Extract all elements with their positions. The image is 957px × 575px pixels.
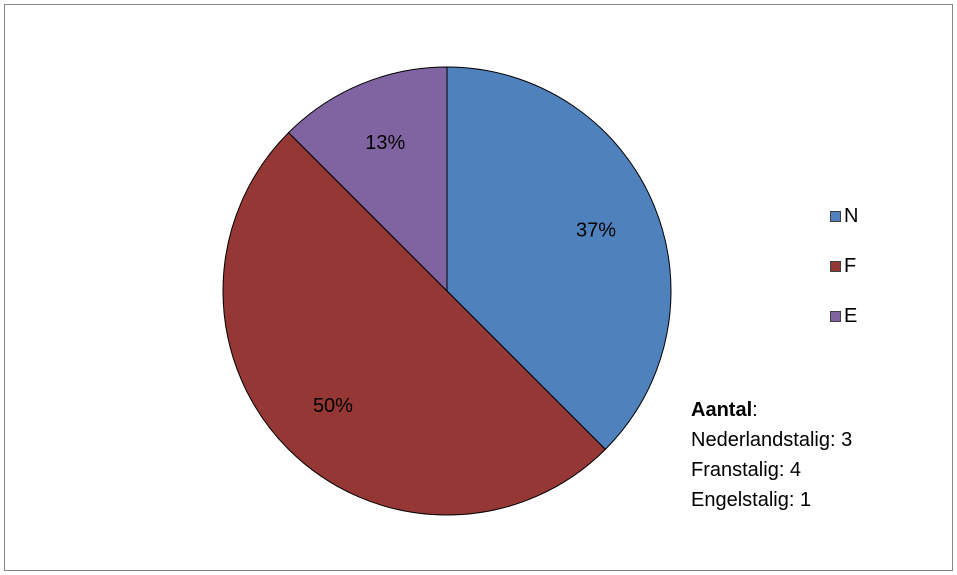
legend-swatch-f [830, 260, 841, 272]
legend-item-e: E [830, 303, 858, 329]
legend-label-n: N [844, 204, 859, 227]
note-heading: Aantal [691, 399, 753, 421]
pie-slice-n [446, 66, 672, 451]
legend-label-e: E [844, 304, 858, 327]
pie-slice-e [287, 66, 448, 293]
data-label-n: 37% [576, 219, 616, 241]
count-note: Aantal: Nederlandstalig: 3 Franstalig: 4… [691, 395, 852, 515]
note-line-3: Engelstalig: 1 [691, 489, 812, 511]
legend: N F E [830, 203, 858, 353]
data-label-f: 50% [313, 395, 353, 417]
note-line-2: Franstalig: 4 [691, 459, 802, 481]
note-colon: : [752, 399, 758, 421]
note-heading-line: Aantal: [691, 395, 852, 425]
pie-slice-f [222, 131, 607, 516]
legend-swatch-n [830, 210, 841, 222]
data-label-e: 13% [365, 132, 405, 154]
legend-swatch-e [830, 310, 841, 322]
note-line-1: Nederlandstalig: 3 [691, 429, 853, 451]
legend-item-n: N [830, 203, 858, 229]
legend-item-f: F [830, 253, 858, 279]
legend-label-f: F [844, 254, 857, 277]
